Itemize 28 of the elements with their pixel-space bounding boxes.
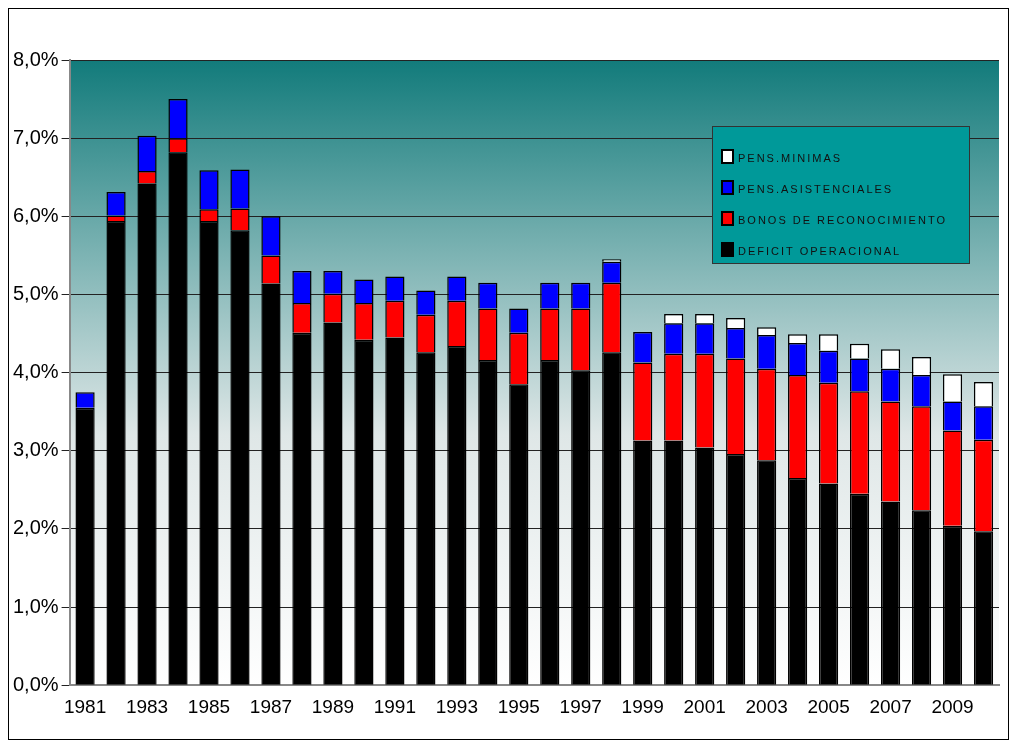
y-tick-label: 5,0% bbox=[12, 281, 59, 304]
x-tick-label: 2003 bbox=[745, 695, 788, 717]
y-tick-label: 6,0% bbox=[12, 203, 59, 226]
x-tick-label: 1981 bbox=[63, 695, 107, 717]
legend-label: DEFICIT OPERACIONAL bbox=[738, 245, 902, 257]
x-tick-label: 1989 bbox=[311, 695, 355, 717]
x-tick-label: 2001 bbox=[683, 695, 726, 717]
x-tick-label: 2009 bbox=[931, 695, 974, 717]
legend-label: PENS.ASISTENCIALES bbox=[738, 183, 894, 195]
y-tick-label: 4,0% bbox=[12, 360, 59, 383]
x-tick-label: 1987 bbox=[249, 695, 293, 717]
x-tick-label: 1993 bbox=[435, 695, 478, 717]
x-tick-label: 1991 bbox=[373, 695, 417, 717]
x-tick-label: 1995 bbox=[497, 695, 540, 717]
y-tick-label: 8,0% bbox=[12, 47, 59, 70]
y-tick-label: 0,0% bbox=[12, 672, 59, 695]
y-tick-label: 1,0% bbox=[12, 594, 59, 617]
x-tick-label: 2005 bbox=[807, 695, 850, 717]
x-tick-label: 1997 bbox=[559, 695, 602, 717]
x-tick-label: 1999 bbox=[621, 695, 664, 717]
x-tick-label: 1983 bbox=[125, 695, 169, 717]
legend-label: BONOS DE RECONOCIMIENTO bbox=[738, 214, 947, 226]
y-tick-label: 2,0% bbox=[12, 516, 59, 539]
legend-label: PENS.MINIMAS bbox=[738, 152, 843, 164]
x-tick-label: 2007 bbox=[869, 695, 912, 717]
y-tick-label: 7,0% bbox=[12, 125, 59, 148]
x-tick-label: 1985 bbox=[187, 695, 231, 717]
y-tick-label: 3,0% bbox=[12, 438, 59, 461]
